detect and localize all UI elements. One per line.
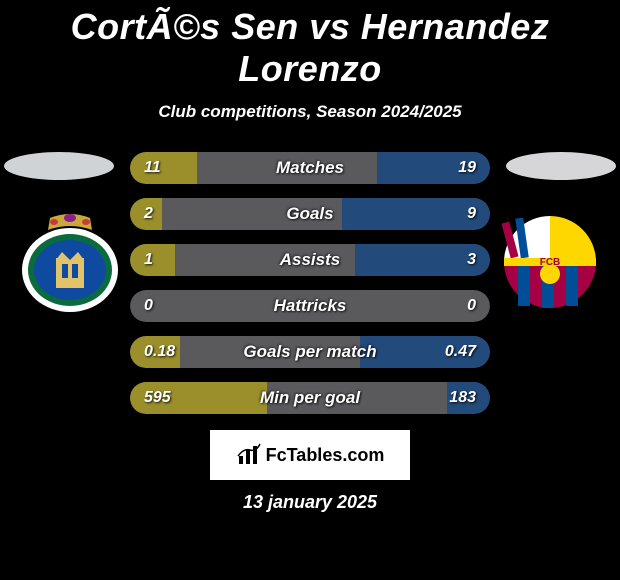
player-shadow-left	[4, 152, 114, 180]
subtitle: Club competitions, Season 2024/2025	[0, 102, 620, 122]
stat-row: 1119Matches	[130, 152, 490, 184]
stat-label: Goals per match	[130, 336, 490, 368]
club-crest-left	[20, 212, 120, 312]
stat-row: 13Assists	[130, 244, 490, 276]
stat-row: 595183Min per goal	[130, 382, 490, 414]
fctables-logo: FcTables.com	[210, 430, 410, 480]
comparison-area: FCB 1119Matches 29Goals 13Assists 00Hattric…	[0, 152, 620, 414]
stat-label: Min per goal	[130, 382, 490, 414]
stat-label: Matches	[130, 152, 490, 184]
stat-row: 29Goals	[130, 198, 490, 230]
chart-icon	[236, 442, 262, 468]
svg-text:FCB: FCB	[540, 257, 561, 268]
date-text: 13 january 2025	[0, 492, 620, 513]
stat-label: Goals	[130, 198, 490, 230]
page-title: CortÃ©s Sen vs Hernandez Lorenzo	[0, 0, 620, 90]
player-shadow-right	[506, 152, 616, 180]
stat-row: 00Hattricks	[130, 290, 490, 322]
stats-bars: 1119Matches 29Goals 13Assists 00Hattricks 0.…	[130, 152, 490, 414]
logo-text: FcTables.com	[266, 445, 385, 466]
club-crest-right: FCB	[500, 212, 600, 312]
stat-label: Assists	[130, 244, 490, 276]
stat-label: Hattricks	[130, 290, 490, 322]
stat-row: 0.180.47Goals per match	[130, 336, 490, 368]
